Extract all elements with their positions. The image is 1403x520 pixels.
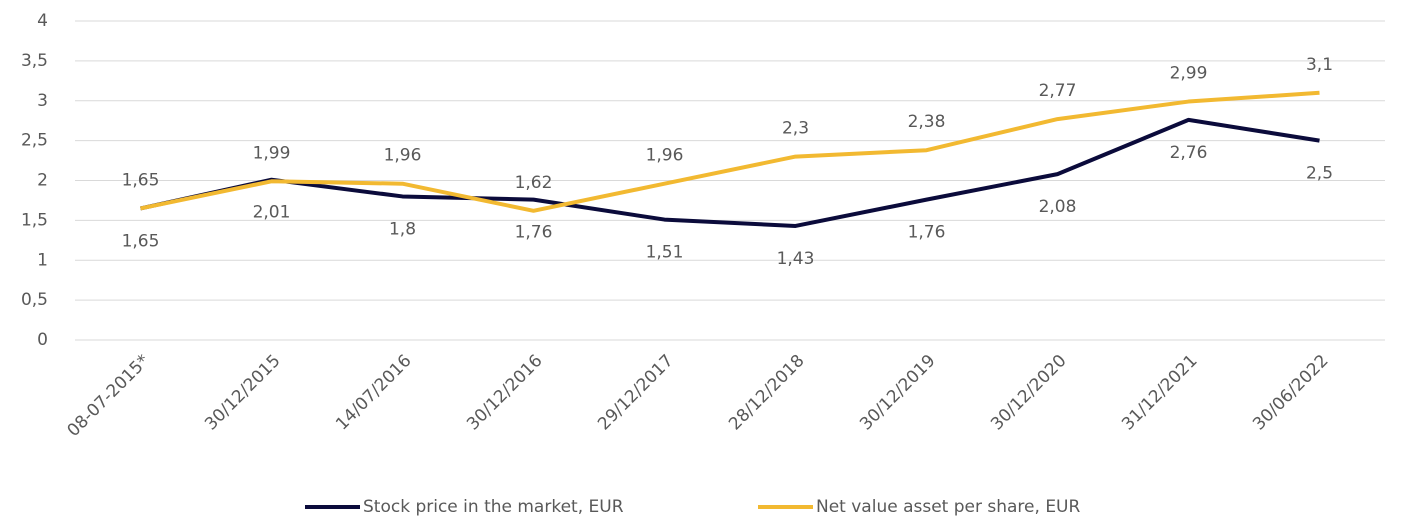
data-label: 2,76 (1170, 143, 1208, 163)
data-label: 2,77 (1039, 81, 1077, 101)
y-tick-label: 3,5 (21, 51, 48, 71)
data-label: 1,62 (515, 173, 553, 193)
legend-label: Stock price in the market, EUR (363, 497, 624, 517)
x-tick-label: 30/06/2022 (1249, 351, 1332, 434)
data-label: 1,51 (646, 243, 684, 263)
x-tick-label: 30/12/2016 (463, 351, 546, 434)
data-label: 1,99 (253, 143, 291, 163)
x-tick-label: 30/12/2015 (201, 351, 284, 434)
data-label: 1,96 (646, 146, 684, 166)
y-tick-label: 0,5 (21, 290, 48, 310)
data-label: 1,96 (384, 146, 422, 166)
data-label: 1,8 (389, 219, 416, 239)
data-label: 1,65 (122, 231, 160, 251)
x-tick-label: 29/12/2017 (594, 351, 677, 434)
x-tick-label: 08-07-2015* (64, 351, 154, 441)
data-label: 3,1 (1306, 55, 1333, 75)
y-tick-label: 1 (37, 250, 48, 270)
data-label: 2,08 (1039, 197, 1077, 217)
data-label: 2,5 (1306, 164, 1333, 184)
data-label: 1,76 (908, 223, 946, 243)
x-tick-label: 31/12/2021 (1118, 351, 1201, 434)
x-tick-label: 30/12/2020 (987, 351, 1070, 434)
x-tick-label: 14/07/2016 (332, 351, 415, 434)
data-label: 2,01 (253, 203, 291, 223)
data-label: 1,43 (777, 249, 815, 269)
data-label: 2,99 (1170, 64, 1208, 84)
data-label: 1,76 (515, 223, 553, 243)
legend-label: Net value asset per share, EUR (816, 497, 1081, 517)
y-tick-label: 1,5 (21, 210, 48, 230)
y-tick-label: 0 (37, 330, 48, 350)
data-label: 2,3 (782, 119, 809, 139)
x-tick-label: 28/12/2018 (725, 351, 808, 434)
y-tick-label: 2,5 (21, 131, 48, 151)
x-tick-label: 30/12/2019 (856, 351, 939, 434)
y-tick-label: 4 (37, 11, 48, 31)
series-line (140, 117, 1320, 228)
data-label: 1,65 (122, 170, 160, 190)
series-line (140, 90, 1320, 213)
data-label: 2,38 (908, 112, 946, 132)
y-tick-label: 2 (37, 171, 48, 191)
y-tick-label: 3 (37, 91, 48, 111)
